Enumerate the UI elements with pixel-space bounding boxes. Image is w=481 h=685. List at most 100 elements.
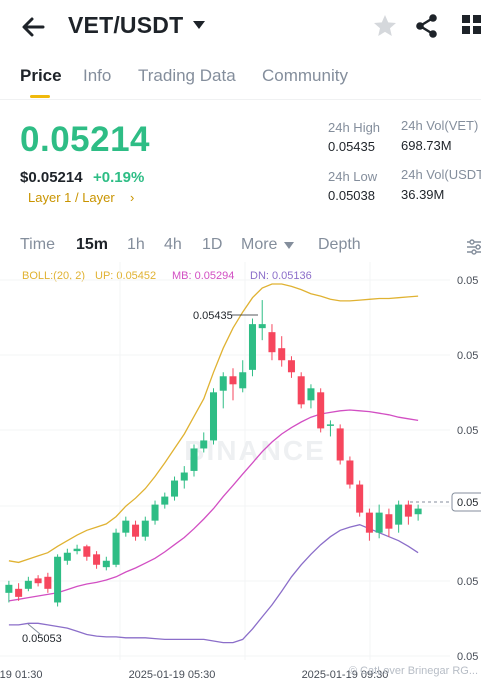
candle-body — [93, 554, 101, 565]
candle-body — [219, 376, 227, 391]
price-markers: 0.05435 0.05053 — [22, 310, 258, 645]
y-axis-tick-label: 0.05 — [457, 576, 478, 588]
candle-body — [83, 546, 91, 557]
boll-mb: MB: 0.05294 — [172, 270, 235, 282]
candle-body — [102, 560, 110, 568]
candle-body — [200, 440, 208, 449]
candle-body — [239, 372, 247, 389]
candle-body — [317, 392, 325, 429]
usd-price: $0.05214 — [20, 169, 83, 186]
candle-body — [365, 512, 373, 533]
candle-body — [122, 520, 130, 533]
candle-body — [297, 376, 305, 405]
star-icon[interactable] — [372, 13, 398, 39]
x-axis-tick-label: 2025-01-19 09:30 — [302, 669, 389, 681]
grid-lines — [0, 262, 450, 660]
caret-down-icon[interactable] — [284, 242, 294, 249]
vol-quote-label: 24h Vol(USDT — [401, 167, 481, 182]
candle-body — [375, 512, 383, 533]
low-value: 0.05038 — [328, 188, 375, 203]
interval-more[interactable]: More — [241, 236, 278, 253]
boll-name: BOLL:(20, 2) — [22, 270, 85, 282]
candle-body — [268, 332, 276, 353]
candlestick-chart[interactable]: BINANCE 0.05435 0.05053 0.050.050.050.05… — [0, 262, 481, 685]
bollinger-bands — [8, 283, 419, 644]
high-marker-label: 0.05435 — [193, 310, 233, 322]
category-tag[interactable]: Layer 1 / Layer — [28, 190, 115, 205]
top-bar: VET/USDT — [0, 0, 481, 56]
boll-mb-line — [8, 409, 419, 602]
candle-body — [73, 548, 81, 552]
candle-body — [141, 520, 149, 537]
low-marker-label: 0.05053 — [22, 633, 62, 645]
grid-icon[interactable] — [462, 15, 481, 37]
boll-dn: DN: 0.05136 — [250, 270, 312, 282]
y-axis: 0.05 0.05 0.05 0.05 0.05 0.05 — [457, 275, 478, 663]
candle-body — [132, 524, 140, 537]
candles — [5, 300, 422, 607]
y-axis-tick-label: 0.05 — [457, 651, 478, 663]
candle-body — [229, 376, 237, 385]
candle-body — [151, 504, 159, 521]
boll-up-line — [8, 283, 419, 564]
tab-price[interactable]: Price — [20, 66, 62, 85]
last-price-tag-label: 0.05 — [457, 497, 478, 509]
candle-body — [385, 514, 393, 529]
candle-body — [44, 576, 52, 589]
vol-base-label: 24h Vol(VET) — [401, 118, 479, 133]
tab-info[interactable]: Info — [83, 66, 112, 85]
candle-body — [336, 428, 344, 461]
last-price-tag — [451, 492, 481, 512]
credit-label: © CatLover Brinegar RG... — [349, 665, 478, 677]
caret-down-icon[interactable] — [192, 20, 206, 30]
x-axis-tick-label: 2025-01-19 05:30 — [129, 669, 216, 681]
tab-trading-data[interactable]: Trading Data — [138, 66, 236, 85]
high-label: 24h High — [328, 120, 381, 135]
candle-body — [171, 480, 179, 497]
candle-body — [54, 556, 62, 603]
chart-settings-icon[interactable] — [465, 237, 481, 257]
x-axis: -19 01:30 2025-01-19 05:30 2025-01-19 09:3… — [0, 669, 388, 681]
interval-1d[interactable]: 1D — [202, 236, 223, 253]
vol-base-value: 698.73M — [401, 138, 452, 153]
back-arrow-icon[interactable] — [18, 12, 48, 42]
candle-body — [395, 504, 403, 525]
price-change: +0.19% — [93, 169, 145, 186]
y-axis-tick-label: 0.05 — [457, 275, 478, 287]
active-tab-indicator — [30, 95, 50, 98]
boll-up: UP: 0.05452 — [95, 270, 157, 282]
candle-body — [258, 324, 266, 329]
y-axis-tick-label: 0.05 — [457, 350, 478, 362]
candle-body — [287, 360, 295, 373]
candle-body — [190, 448, 198, 471]
candle-body — [346, 460, 354, 485]
boll-dn-line — [8, 524, 419, 644]
x-axis-tick-label: -19 01:30 — [0, 669, 42, 681]
tab-community[interactable]: Community — [262, 66, 348, 85]
interval-time[interactable]: Time — [20, 236, 55, 253]
interval-1h[interactable]: 1h — [127, 236, 145, 253]
candle-body — [326, 424, 334, 426]
candle-body — [248, 324, 256, 370]
candle-body — [414, 508, 422, 515]
chevron-right-icon[interactable]: › — [130, 190, 135, 205]
candle-body — [112, 532, 120, 565]
candle-body — [180, 472, 188, 481]
interval-4h[interactable]: 4h — [164, 236, 182, 253]
candle-body — [307, 388, 315, 401]
interval-selector: Time 15m 1h 4h 1D More Depth — [0, 232, 481, 260]
y-axis-tick-label: 0.05 — [457, 425, 478, 437]
share-icon[interactable] — [414, 13, 440, 39]
low-label: 24h Low — [328, 169, 378, 184]
candle-body — [356, 484, 364, 513]
candle-body — [34, 578, 42, 584]
interval-depth[interactable]: Depth — [318, 236, 361, 253]
last-price: 0.05214 — [20, 120, 151, 159]
candle-body — [63, 552, 71, 561]
tab-bar: Price Info Trading Data Community — [0, 62, 481, 100]
pair-title[interactable]: VET/USDT — [68, 12, 184, 38]
candle-body — [5, 584, 13, 593]
candle-body — [404, 504, 412, 517]
high-value: 0.05435 — [328, 139, 375, 154]
interval-15m[interactable]: 15m — [76, 236, 109, 253]
